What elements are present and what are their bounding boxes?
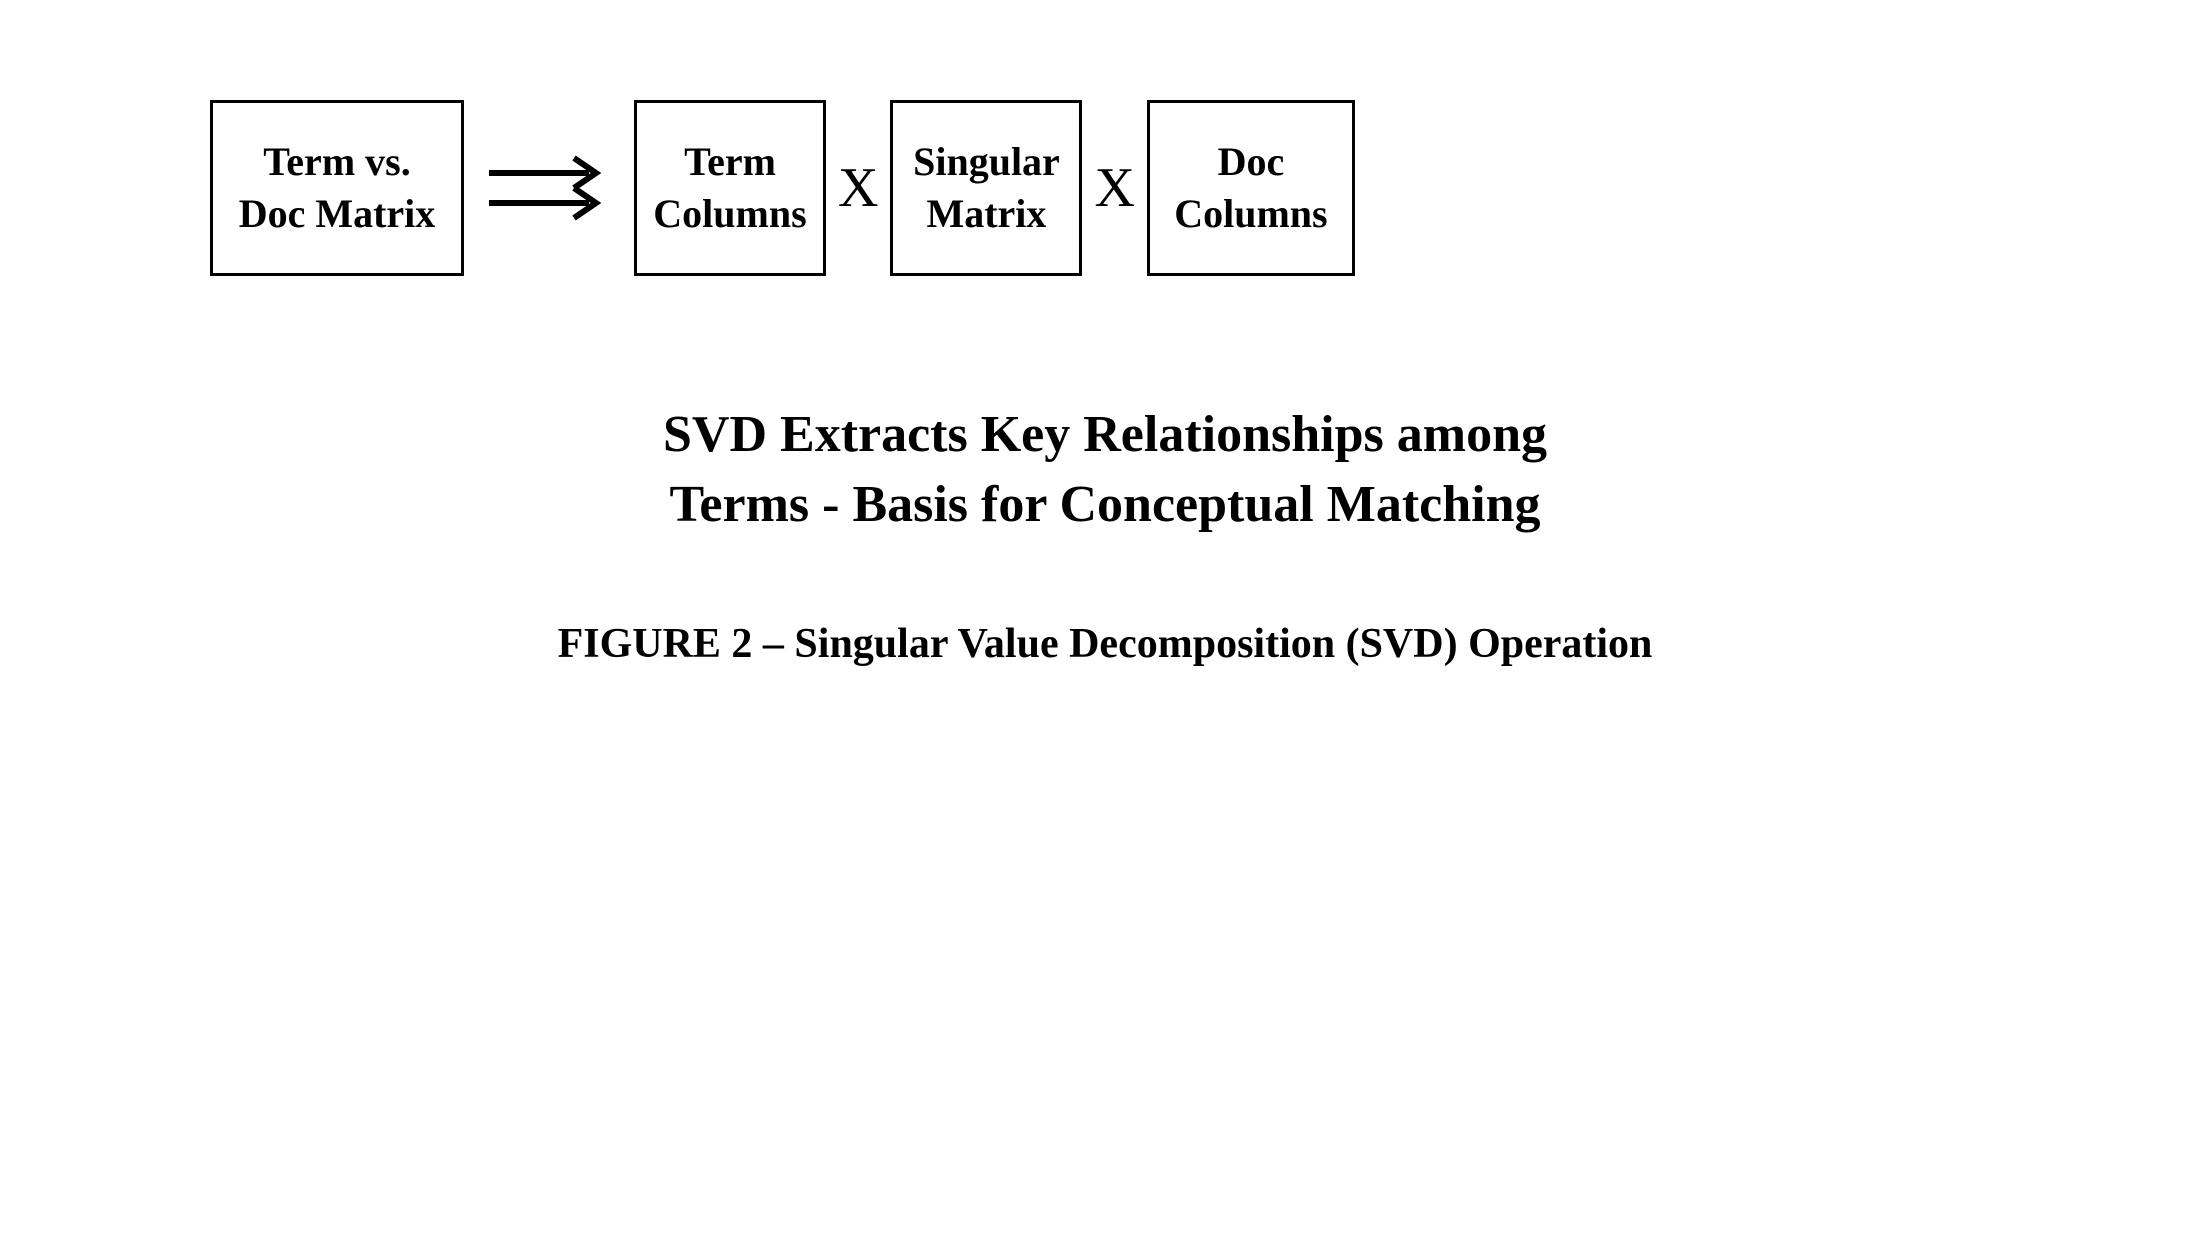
subtitle-block: SVD Extracts Key Relationships among Ter… xyxy=(0,400,2210,540)
box-line: Term vs. xyxy=(263,136,410,188)
subtitle-line: SVD Extracts Key Relationships among xyxy=(663,400,1547,470)
box-term-doc-matrix: Term vs. Doc Matrix xyxy=(210,100,464,276)
box-doc-columns: Doc Columns xyxy=(1147,100,1355,276)
box-singular-matrix: Singular Matrix xyxy=(890,100,1082,276)
svd-diagram: Term vs. Doc Matrix Term Columns X Singu… xyxy=(210,100,2000,276)
subtitle-line: Terms - Basis for Conceptual Matching xyxy=(663,470,1547,540)
box-line: Matrix xyxy=(926,188,1046,240)
figure-caption: FIGURE 2 – Singular Value Decomposition … xyxy=(0,620,2210,668)
box-line: Columns xyxy=(1174,188,1327,240)
multiply-operator: X xyxy=(838,156,878,220)
figure-caption-block: FIGURE 2 – Singular Value Decomposition … xyxy=(0,620,2210,668)
box-line: Singular xyxy=(913,136,1060,188)
box-line: Doc Matrix xyxy=(239,188,436,240)
box-term-columns: Term Columns xyxy=(634,100,826,276)
box-line: Columns xyxy=(653,188,806,240)
multiply-operator: X xyxy=(1094,156,1134,220)
double-arrow-icon xyxy=(484,148,614,228)
box-line: Doc xyxy=(1218,136,1285,188)
box-line: Term xyxy=(684,136,776,188)
